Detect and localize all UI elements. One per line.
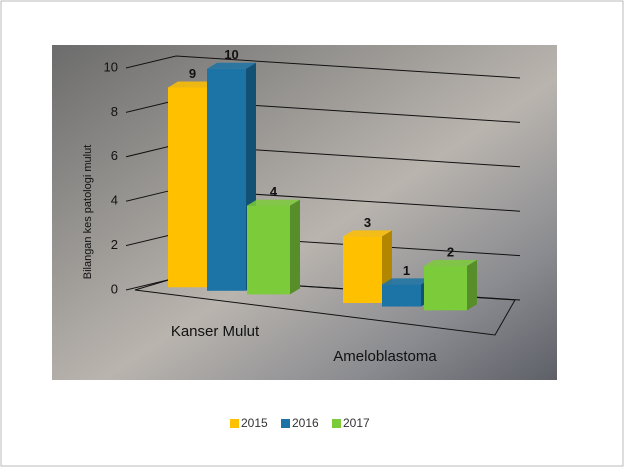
bar	[343, 236, 382, 304]
data-label: 1	[403, 263, 410, 278]
legend-label: 2017	[343, 416, 370, 430]
bar	[424, 265, 467, 311]
legend-label: 2016	[292, 416, 319, 430]
y-tick-label: 8	[111, 104, 118, 119]
legend-label: 2015	[241, 416, 268, 430]
x-tick-label: Kanser Mulut	[171, 323, 260, 340]
data-label: 4	[270, 184, 278, 199]
y-axis-title: Bilangan kes patologi mulut	[82, 145, 94, 280]
bar-top	[424, 259, 477, 266]
bar	[168, 87, 207, 288]
bar-top	[382, 278, 431, 285]
bar-top	[168, 81, 217, 88]
bar	[382, 284, 421, 307]
legend-swatch	[332, 419, 341, 428]
legend-swatch	[230, 419, 239, 428]
data-label: 3	[364, 215, 371, 230]
y-tick-label: 6	[111, 148, 118, 163]
y-tick-label: 10	[104, 59, 118, 74]
x-tick-label: Ameloblastoma	[333, 348, 437, 365]
data-label: 2	[447, 244, 454, 259]
data-label: 10	[224, 47, 238, 62]
bar-top	[207, 62, 256, 69]
grid-line	[125, 55, 521, 79]
y-tick-label: 4	[111, 193, 118, 208]
bar-top	[247, 199, 300, 206]
bar-top	[343, 230, 392, 237]
bar-side	[290, 199, 300, 295]
plot-background	[52, 45, 557, 380]
bar	[247, 205, 290, 295]
y-tick-label: 0	[111, 281, 118, 296]
bar-side	[467, 259, 477, 311]
data-label: 9	[189, 66, 196, 81]
bar	[207, 68, 246, 291]
y-tick-label: 2	[111, 237, 118, 252]
legend-swatch	[281, 419, 290, 428]
